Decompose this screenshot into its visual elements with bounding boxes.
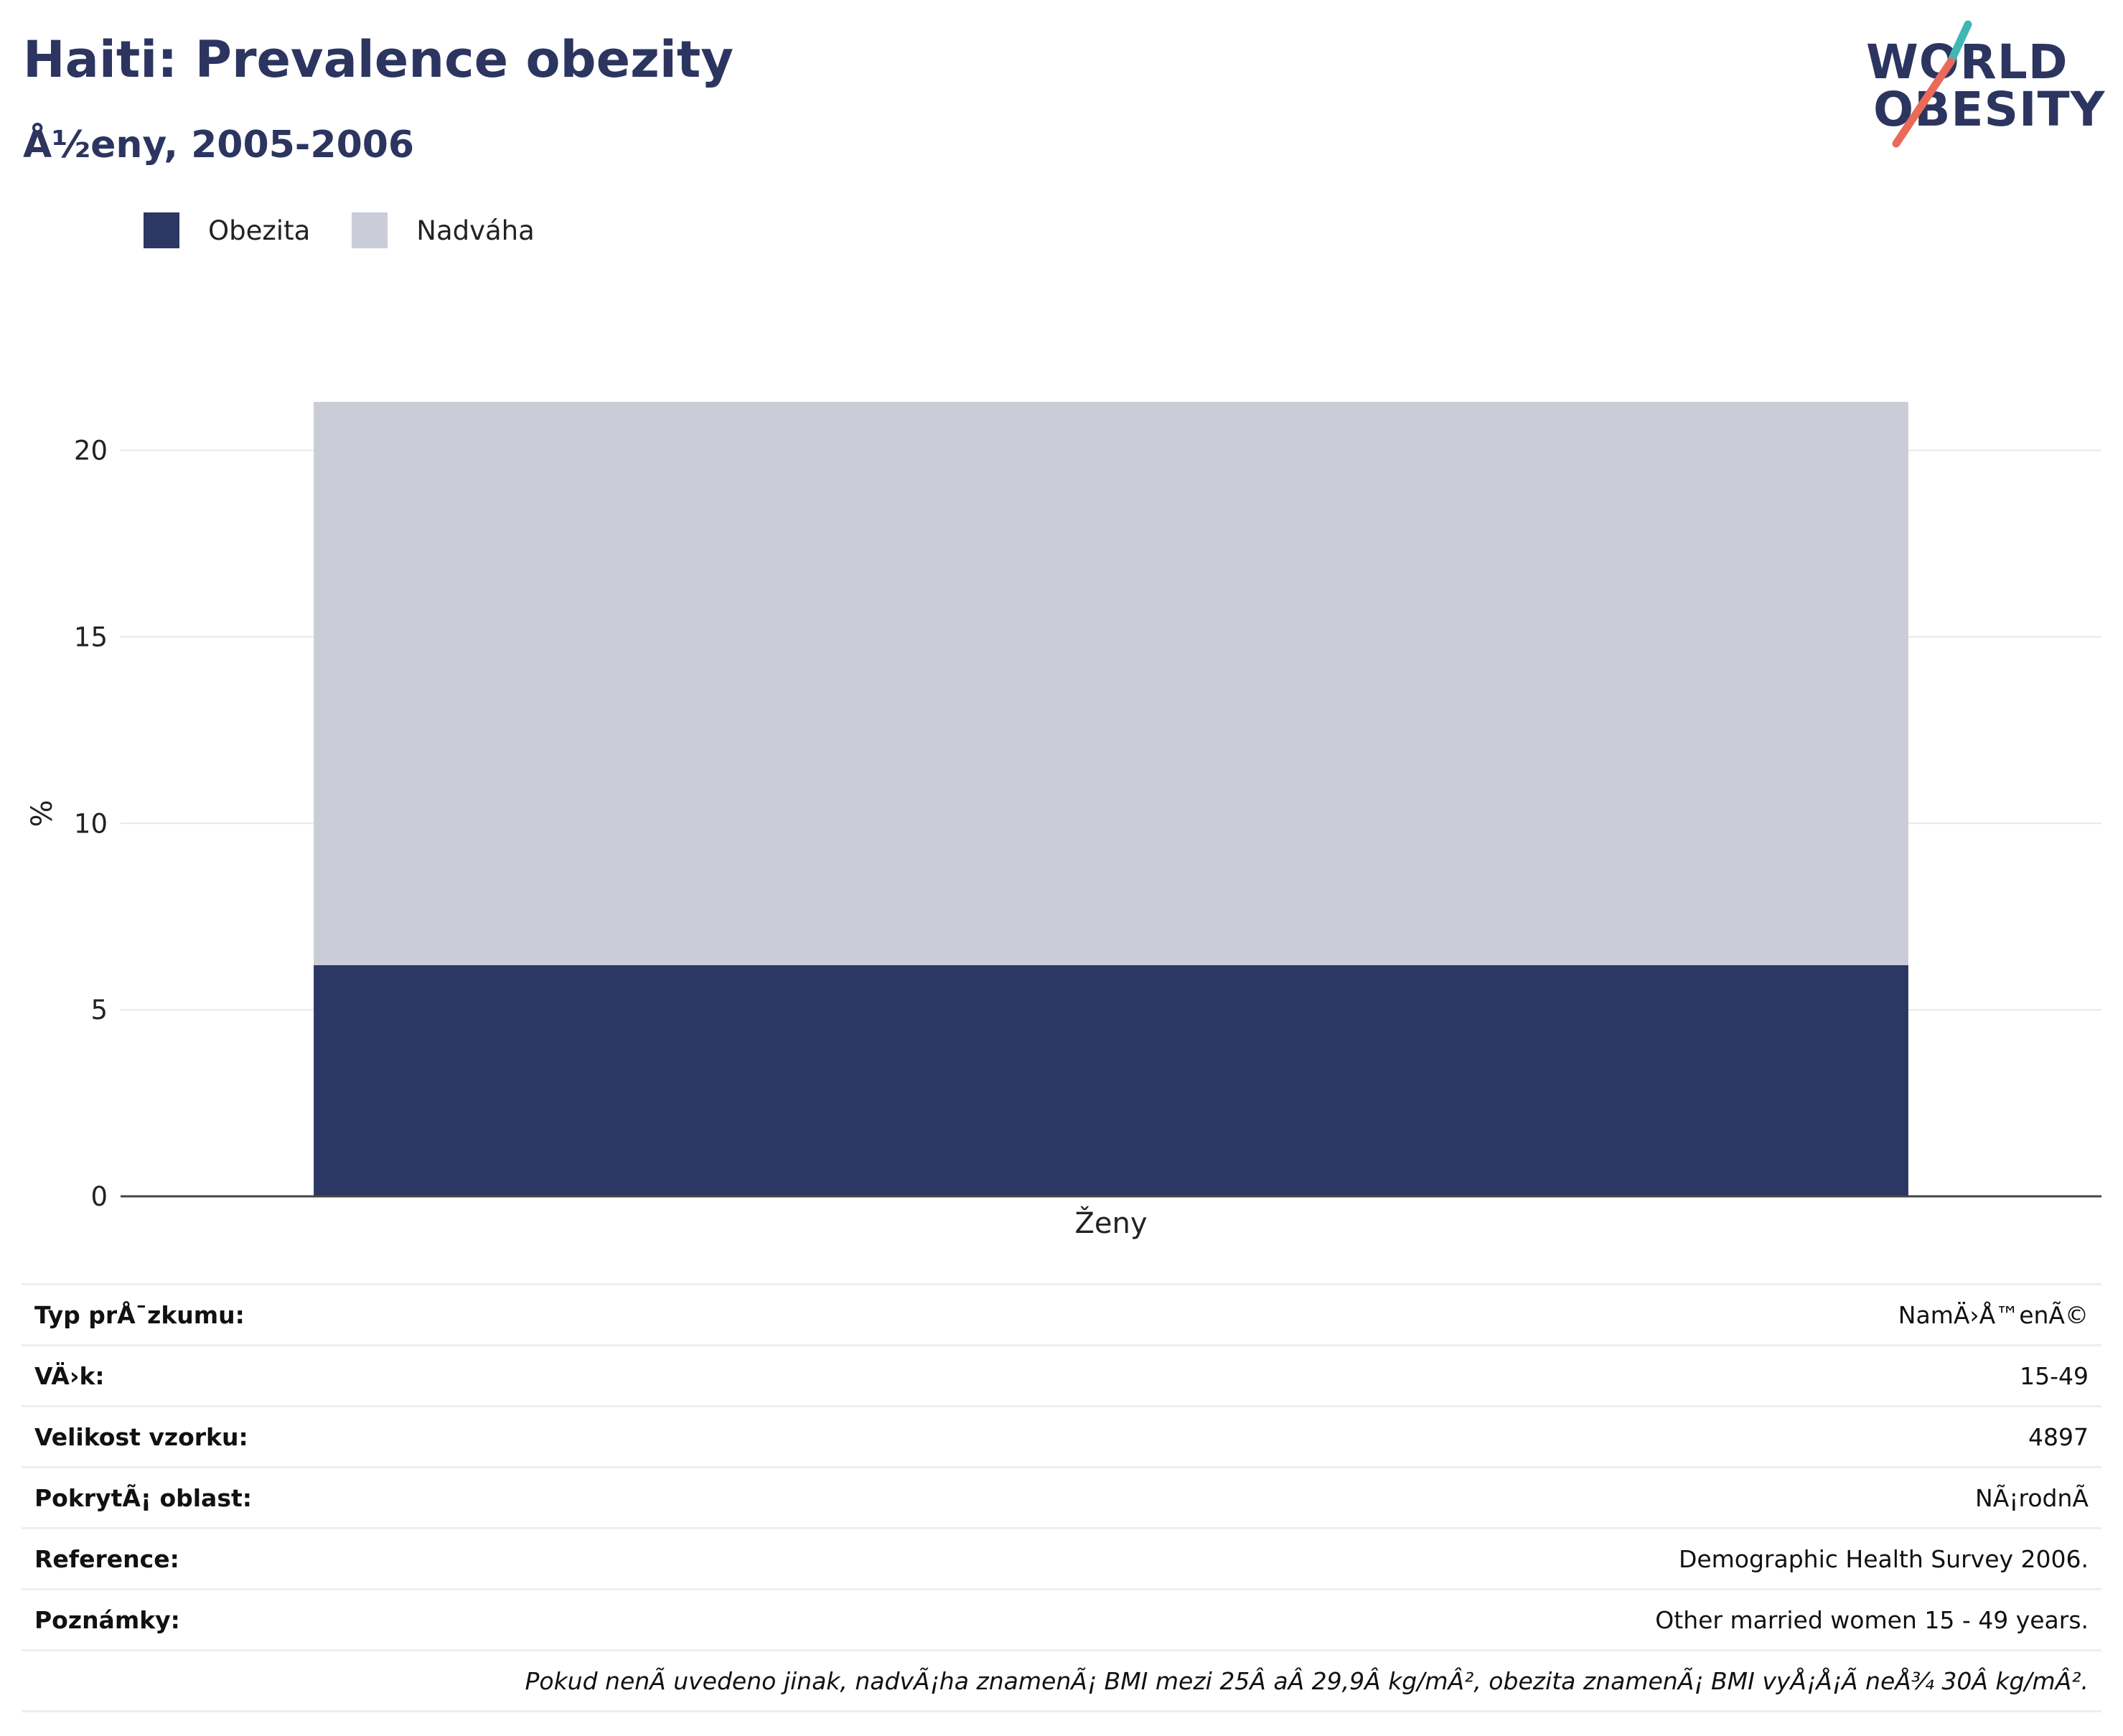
logo-line-1: WORLD bbox=[1866, 34, 2068, 90]
logo-slash-icon bbox=[1892, 20, 1972, 148]
legend-item-nadvaha[interactable]: Nadváha bbox=[352, 212, 535, 248]
info-value: Demographic Health Survey 2006. bbox=[1678, 1544, 2089, 1573]
survey-info-table: Typ prÅ¯zkumu: NamÄ›Å™enÃ© VÄ›k: 15-49 Velik… bbox=[22, 1283, 2101, 1712]
y-axis-label: % bbox=[26, 799, 59, 827]
definition-note-text: Pokud nenÃ uvedeno jinak, nadvÃ¡ha zname… bbox=[525, 1666, 2089, 1695]
y-axis-ticks: 0 5 10 15 20 bbox=[74, 436, 108, 1212]
chart-subtitle: Å½eny, 2005-2006 bbox=[23, 123, 415, 166]
x-tick-label: Ženy bbox=[1074, 1206, 1147, 1240]
info-key: Poznámky: bbox=[34, 1605, 180, 1634]
info-value: NÃ¡rodnÃ bbox=[1975, 1483, 2089, 1512]
info-value: NamÄ›Å™enÃ© bbox=[1898, 1300, 2089, 1329]
info-key: Typ prÅ¯zkumu: bbox=[34, 1300, 245, 1329]
definition-note: Pokud nenÃ uvedeno jinak, nadvÃ¡ha zname… bbox=[22, 1649, 2101, 1712]
chart-legend: Obezita Nadváha bbox=[144, 212, 576, 248]
x-axis-ticks: Ženy bbox=[1074, 1206, 1147, 1240]
info-key: Reference: bbox=[34, 1544, 179, 1573]
legend-item-obezita[interactable]: Obezita bbox=[144, 212, 310, 248]
info-value: 15-49 bbox=[2020, 1361, 2089, 1390]
chart-title: Haiti: Prevalence obezity bbox=[23, 30, 734, 89]
info-row: PokrytÃ¡ oblast: NÃ¡rodnÃ bbox=[22, 1466, 2101, 1527]
legend-label-obezita: Obezita bbox=[208, 215, 311, 246]
info-row: Reference: Demographic Health Survey 2006… bbox=[22, 1527, 2101, 1588]
legend-swatch-obezita bbox=[144, 212, 179, 248]
info-row: Velikost vzorku: 4897 bbox=[22, 1405, 2101, 1466]
info-key: PokrytÃ¡ oblast: bbox=[34, 1483, 252, 1512]
bar-nadváha[interactable] bbox=[314, 402, 1908, 965]
legend-swatch-nadvaha bbox=[352, 212, 388, 248]
y-tick-label: 5 bbox=[90, 995, 108, 1026]
info-key: Velikost vzorku: bbox=[34, 1422, 248, 1451]
bar-obezita[interactable] bbox=[314, 965, 1908, 1196]
info-value: 4897 bbox=[2028, 1422, 2089, 1451]
y-tick-label: 15 bbox=[74, 621, 108, 652]
y-tick-label: 10 bbox=[74, 808, 108, 839]
info-row: Typ prÅ¯zkumu: NamÄ›Å™enÃ© bbox=[22, 1283, 2101, 1344]
bar-chart: 0 5 10 15 20 Ženy % bbox=[26, 402, 2101, 1240]
info-value: Other married women 15 - 49 years. bbox=[1655, 1605, 2089, 1634]
y-tick-label: 20 bbox=[74, 436, 108, 466]
info-row: VÄ›k: 15-49 bbox=[22, 1344, 2101, 1405]
chart-bars bbox=[314, 402, 1908, 1196]
info-row: Poznámky: Other married women 15 - 49 yea… bbox=[22, 1588, 2101, 1649]
info-key: VÄ›k: bbox=[34, 1361, 105, 1390]
y-tick-label: 0 bbox=[90, 1181, 108, 1212]
world-obesity-logo: WORLD OBESITY bbox=[1866, 20, 2110, 156]
legend-label-nadvaha: Nadváha bbox=[416, 215, 535, 246]
